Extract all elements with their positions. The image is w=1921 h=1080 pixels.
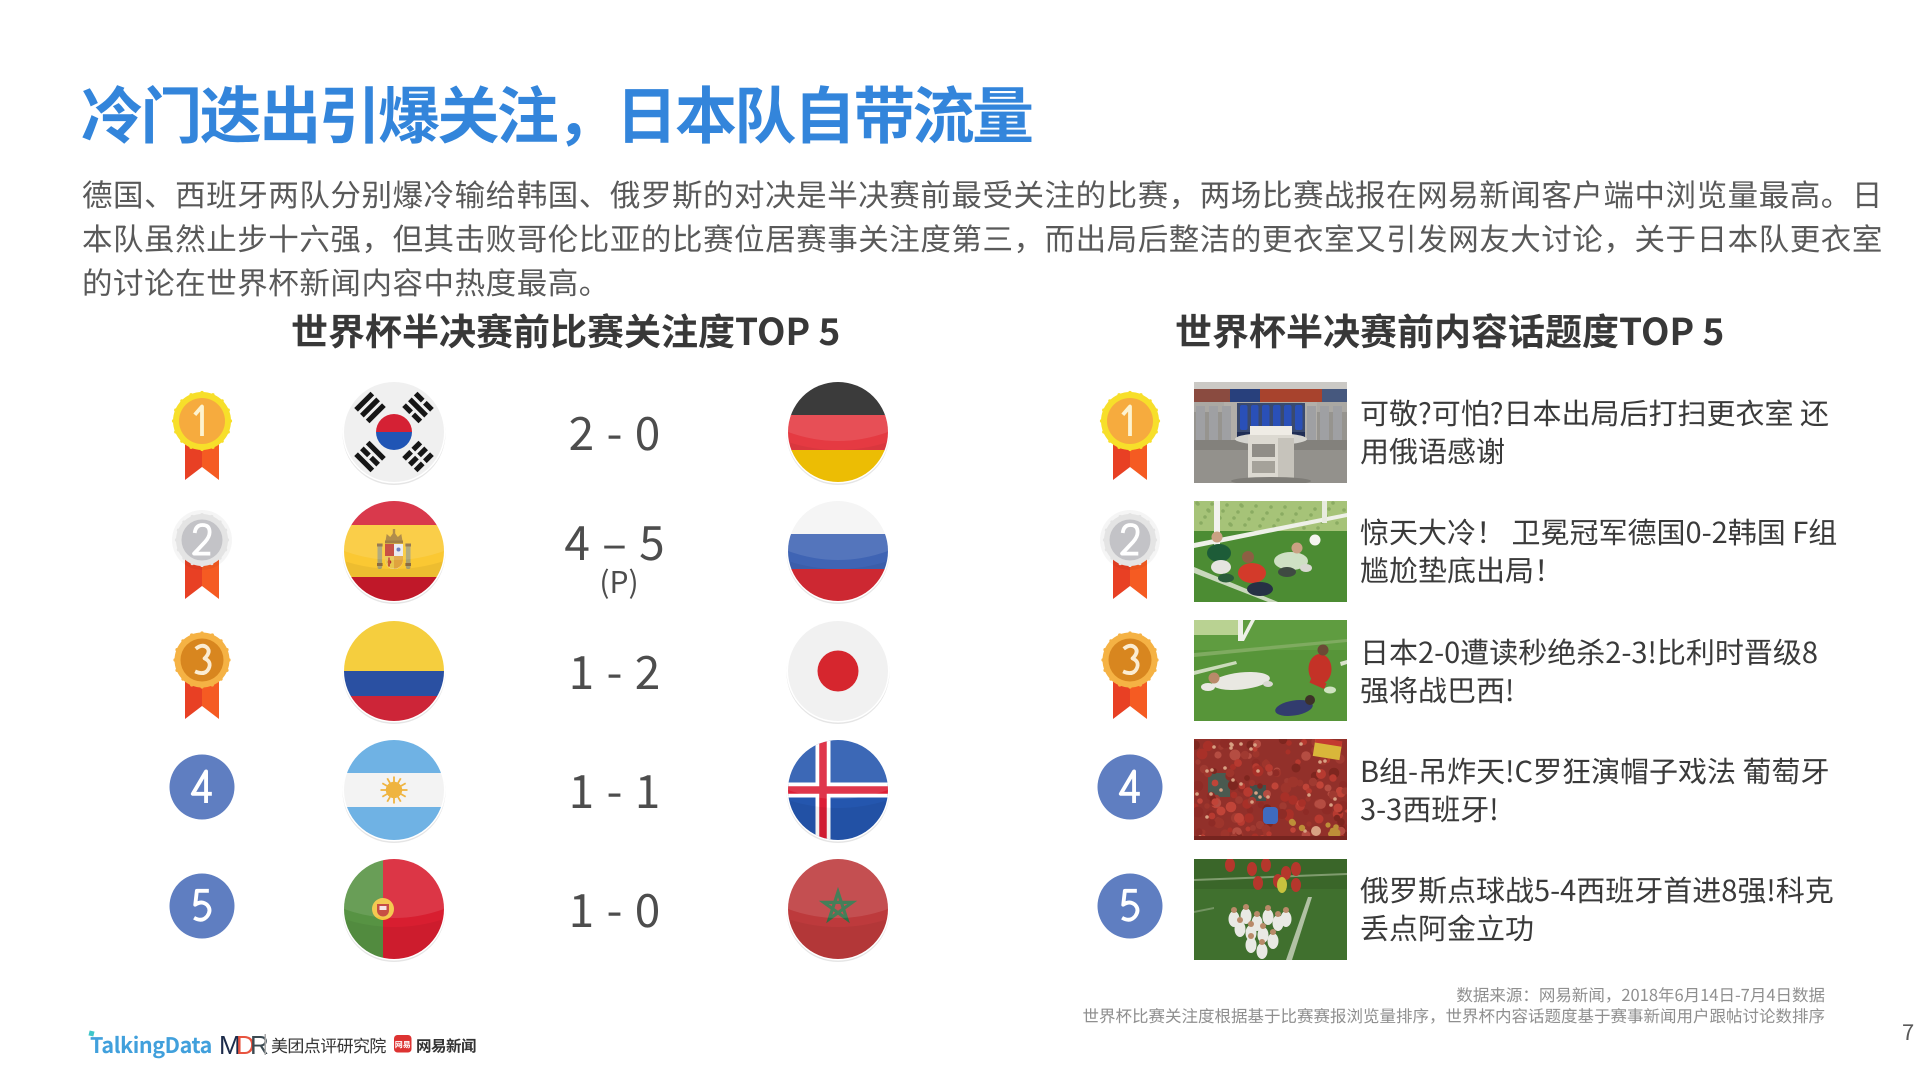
svg-text:R: R — [250, 1030, 269, 1060]
svg-text:美团点评研究院: 美团点评研究院 — [271, 1032, 386, 1057]
svg-text:网易: 网易 — [395, 1040, 411, 1051]
svg-text:D: D — [236, 1030, 255, 1060]
svg-text:网易新闻: 网易新闻 — [416, 1035, 476, 1057]
svg-text:M: M — [219, 1030, 241, 1060]
svg-text:TalkingData: TalkingData — [90, 1029, 212, 1060]
